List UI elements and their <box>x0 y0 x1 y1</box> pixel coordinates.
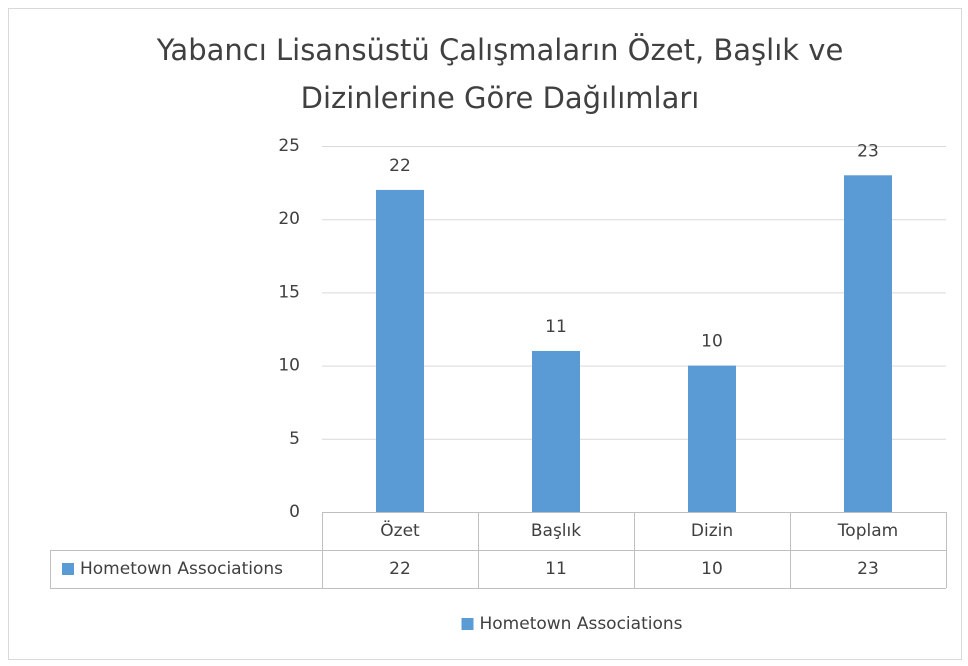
x-tick-label: Toplam <box>837 521 898 541</box>
y-tick-label: 15 <box>278 282 300 302</box>
chart-title: Yabancı Lisansüstü Çalışmaların Özet, Ba… <box>156 33 844 115</box>
legend-label: Hometown Associations <box>479 614 682 634</box>
y-tick-label: 10 <box>278 356 300 376</box>
table-value: 23 <box>857 559 879 579</box>
y-tick-label: 0 <box>289 502 300 522</box>
table-series-name: Hometown Associations <box>80 559 283 579</box>
table-value: 10 <box>701 559 723 579</box>
bar <box>532 350 580 512</box>
y-tick-label: 5 <box>289 429 300 449</box>
bar <box>376 189 424 513</box>
data-label: 22 <box>389 156 411 176</box>
x-tick-label: Dizin <box>691 521 733 541</box>
chart-border <box>8 8 962 660</box>
x-tick-label: Özet <box>380 519 420 541</box>
y-tick-label: 20 <box>278 209 300 229</box>
table-legend-key <box>62 563 74 575</box>
data-label: 23 <box>857 141 879 161</box>
data-label: 11 <box>545 317 567 337</box>
table-value: 22 <box>389 559 411 579</box>
bar <box>688 365 736 512</box>
data-label: 10 <box>701 332 723 352</box>
legend-key <box>461 618 474 630</box>
table-value: 11 <box>545 559 567 579</box>
bar <box>844 175 892 512</box>
y-tick-label: 25 <box>278 136 300 156</box>
x-tick-label: Başlık <box>531 521 581 541</box>
